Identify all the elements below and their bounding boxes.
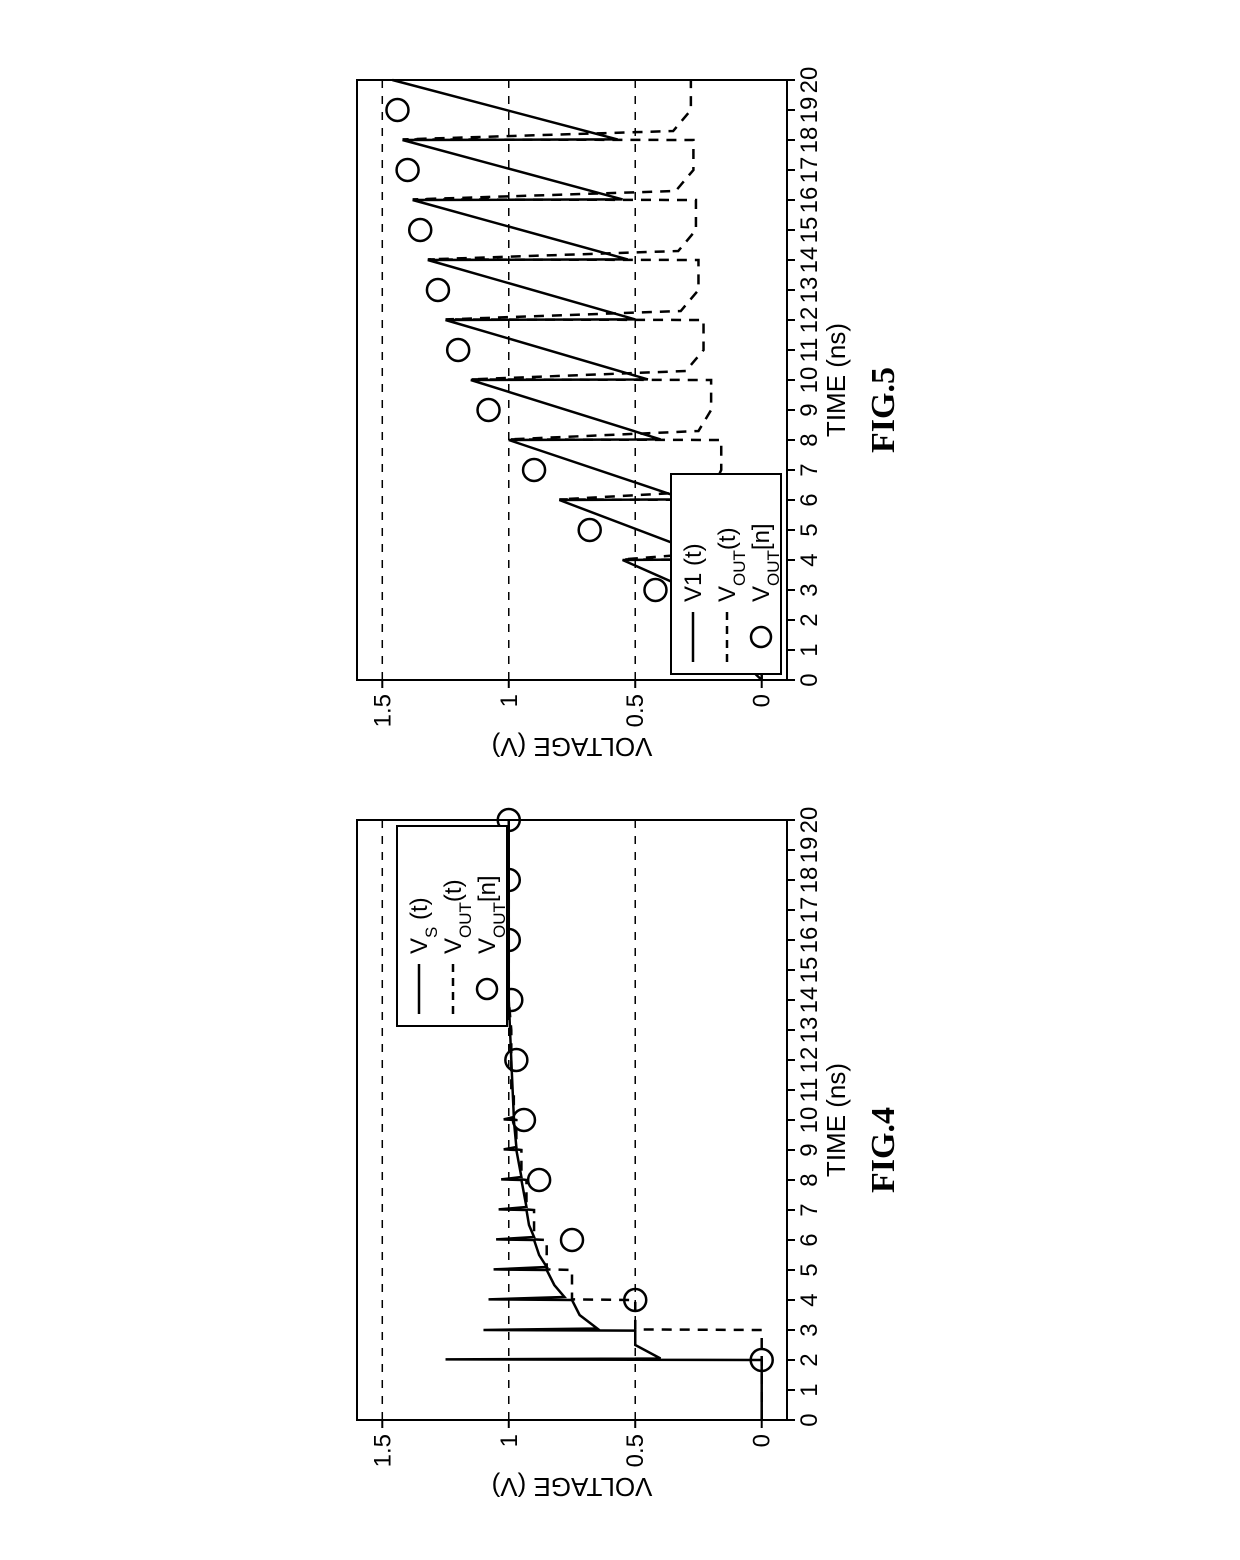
svg-text:19: 19 [796, 837, 823, 864]
svg-text:1.5: 1.5 [369, 694, 396, 727]
svg-text:10: 10 [796, 367, 823, 394]
figure-4-chart: 0123456789101112131415161718192000.511.5… [337, 800, 857, 1500]
svg-text:15: 15 [796, 217, 823, 244]
figure-4-caption: FIG.4 [865, 1107, 903, 1193]
figure-5-chart: 0123456789101112131415161718192000.511.5… [337, 60, 857, 760]
svg-text:15: 15 [796, 957, 823, 984]
svg-text:1: 1 [496, 1434, 523, 1447]
svg-text:13: 13 [796, 277, 823, 304]
svg-text:V1 (t): V1 (t) [680, 543, 707, 602]
svg-text:6: 6 [796, 1233, 823, 1246]
svg-text:0: 0 [796, 1413, 823, 1426]
svg-text:0.5: 0.5 [622, 694, 649, 727]
svg-text:VOLTAGE (V): VOLTAGE (V) [492, 732, 653, 760]
svg-text:18: 18 [796, 127, 823, 154]
svg-text:0.5: 0.5 [622, 1434, 649, 1467]
svg-text:14: 14 [796, 247, 823, 274]
svg-text:20: 20 [796, 67, 823, 94]
figure-5-caption: FIG.5 [865, 367, 903, 453]
svg-text:19: 19 [796, 97, 823, 124]
svg-text:10: 10 [796, 1107, 823, 1134]
svg-text:VOLTAGE (V): VOLTAGE (V) [492, 1472, 653, 1500]
svg-text:16: 16 [796, 927, 823, 954]
svg-text:1: 1 [496, 694, 523, 707]
svg-text:0: 0 [749, 1434, 776, 1447]
svg-text:5: 5 [796, 1263, 823, 1276]
svg-text:12: 12 [796, 1047, 823, 1074]
svg-text:9: 9 [796, 1143, 823, 1156]
figure-4-panel: 0123456789101112131415161718192000.511.5… [337, 800, 903, 1500]
svg-text:12: 12 [796, 307, 823, 334]
svg-text:4: 4 [796, 553, 823, 566]
svg-text:11: 11 [796, 338, 823, 363]
svg-text:5: 5 [796, 523, 823, 536]
svg-text:9: 9 [796, 403, 823, 416]
svg-text:1.5: 1.5 [369, 1434, 396, 1467]
svg-text:17: 17 [796, 897, 823, 924]
svg-text:TIME (ns): TIME (ns) [821, 1063, 851, 1177]
svg-text:8: 8 [796, 433, 823, 446]
svg-text:20: 20 [796, 807, 823, 834]
svg-text:13: 13 [796, 1017, 823, 1044]
svg-text:4: 4 [796, 1293, 823, 1306]
svg-text:7: 7 [796, 463, 823, 476]
svg-text:2: 2 [796, 1353, 823, 1366]
figure-5-panel: 0123456789101112131415161718192000.511.5… [337, 60, 903, 760]
page-container: 0123456789101112131415161718192000.511.5… [0, 160, 1240, 1400]
svg-text:0: 0 [749, 694, 776, 707]
svg-text:3: 3 [796, 583, 823, 596]
svg-text:2: 2 [796, 613, 823, 626]
svg-text:TIME (ns): TIME (ns) [821, 323, 851, 437]
svg-text:16: 16 [796, 187, 823, 214]
svg-text:11: 11 [796, 1078, 823, 1103]
svg-text:18: 18 [796, 867, 823, 894]
svg-text:7: 7 [796, 1203, 823, 1216]
svg-text:1: 1 [796, 643, 823, 656]
svg-text:8: 8 [796, 1173, 823, 1186]
svg-text:6: 6 [796, 493, 823, 506]
svg-text:3: 3 [796, 1323, 823, 1336]
svg-text:0: 0 [796, 673, 823, 686]
svg-text:17: 17 [796, 157, 823, 184]
svg-text:14: 14 [796, 987, 823, 1014]
svg-text:1: 1 [796, 1383, 823, 1396]
